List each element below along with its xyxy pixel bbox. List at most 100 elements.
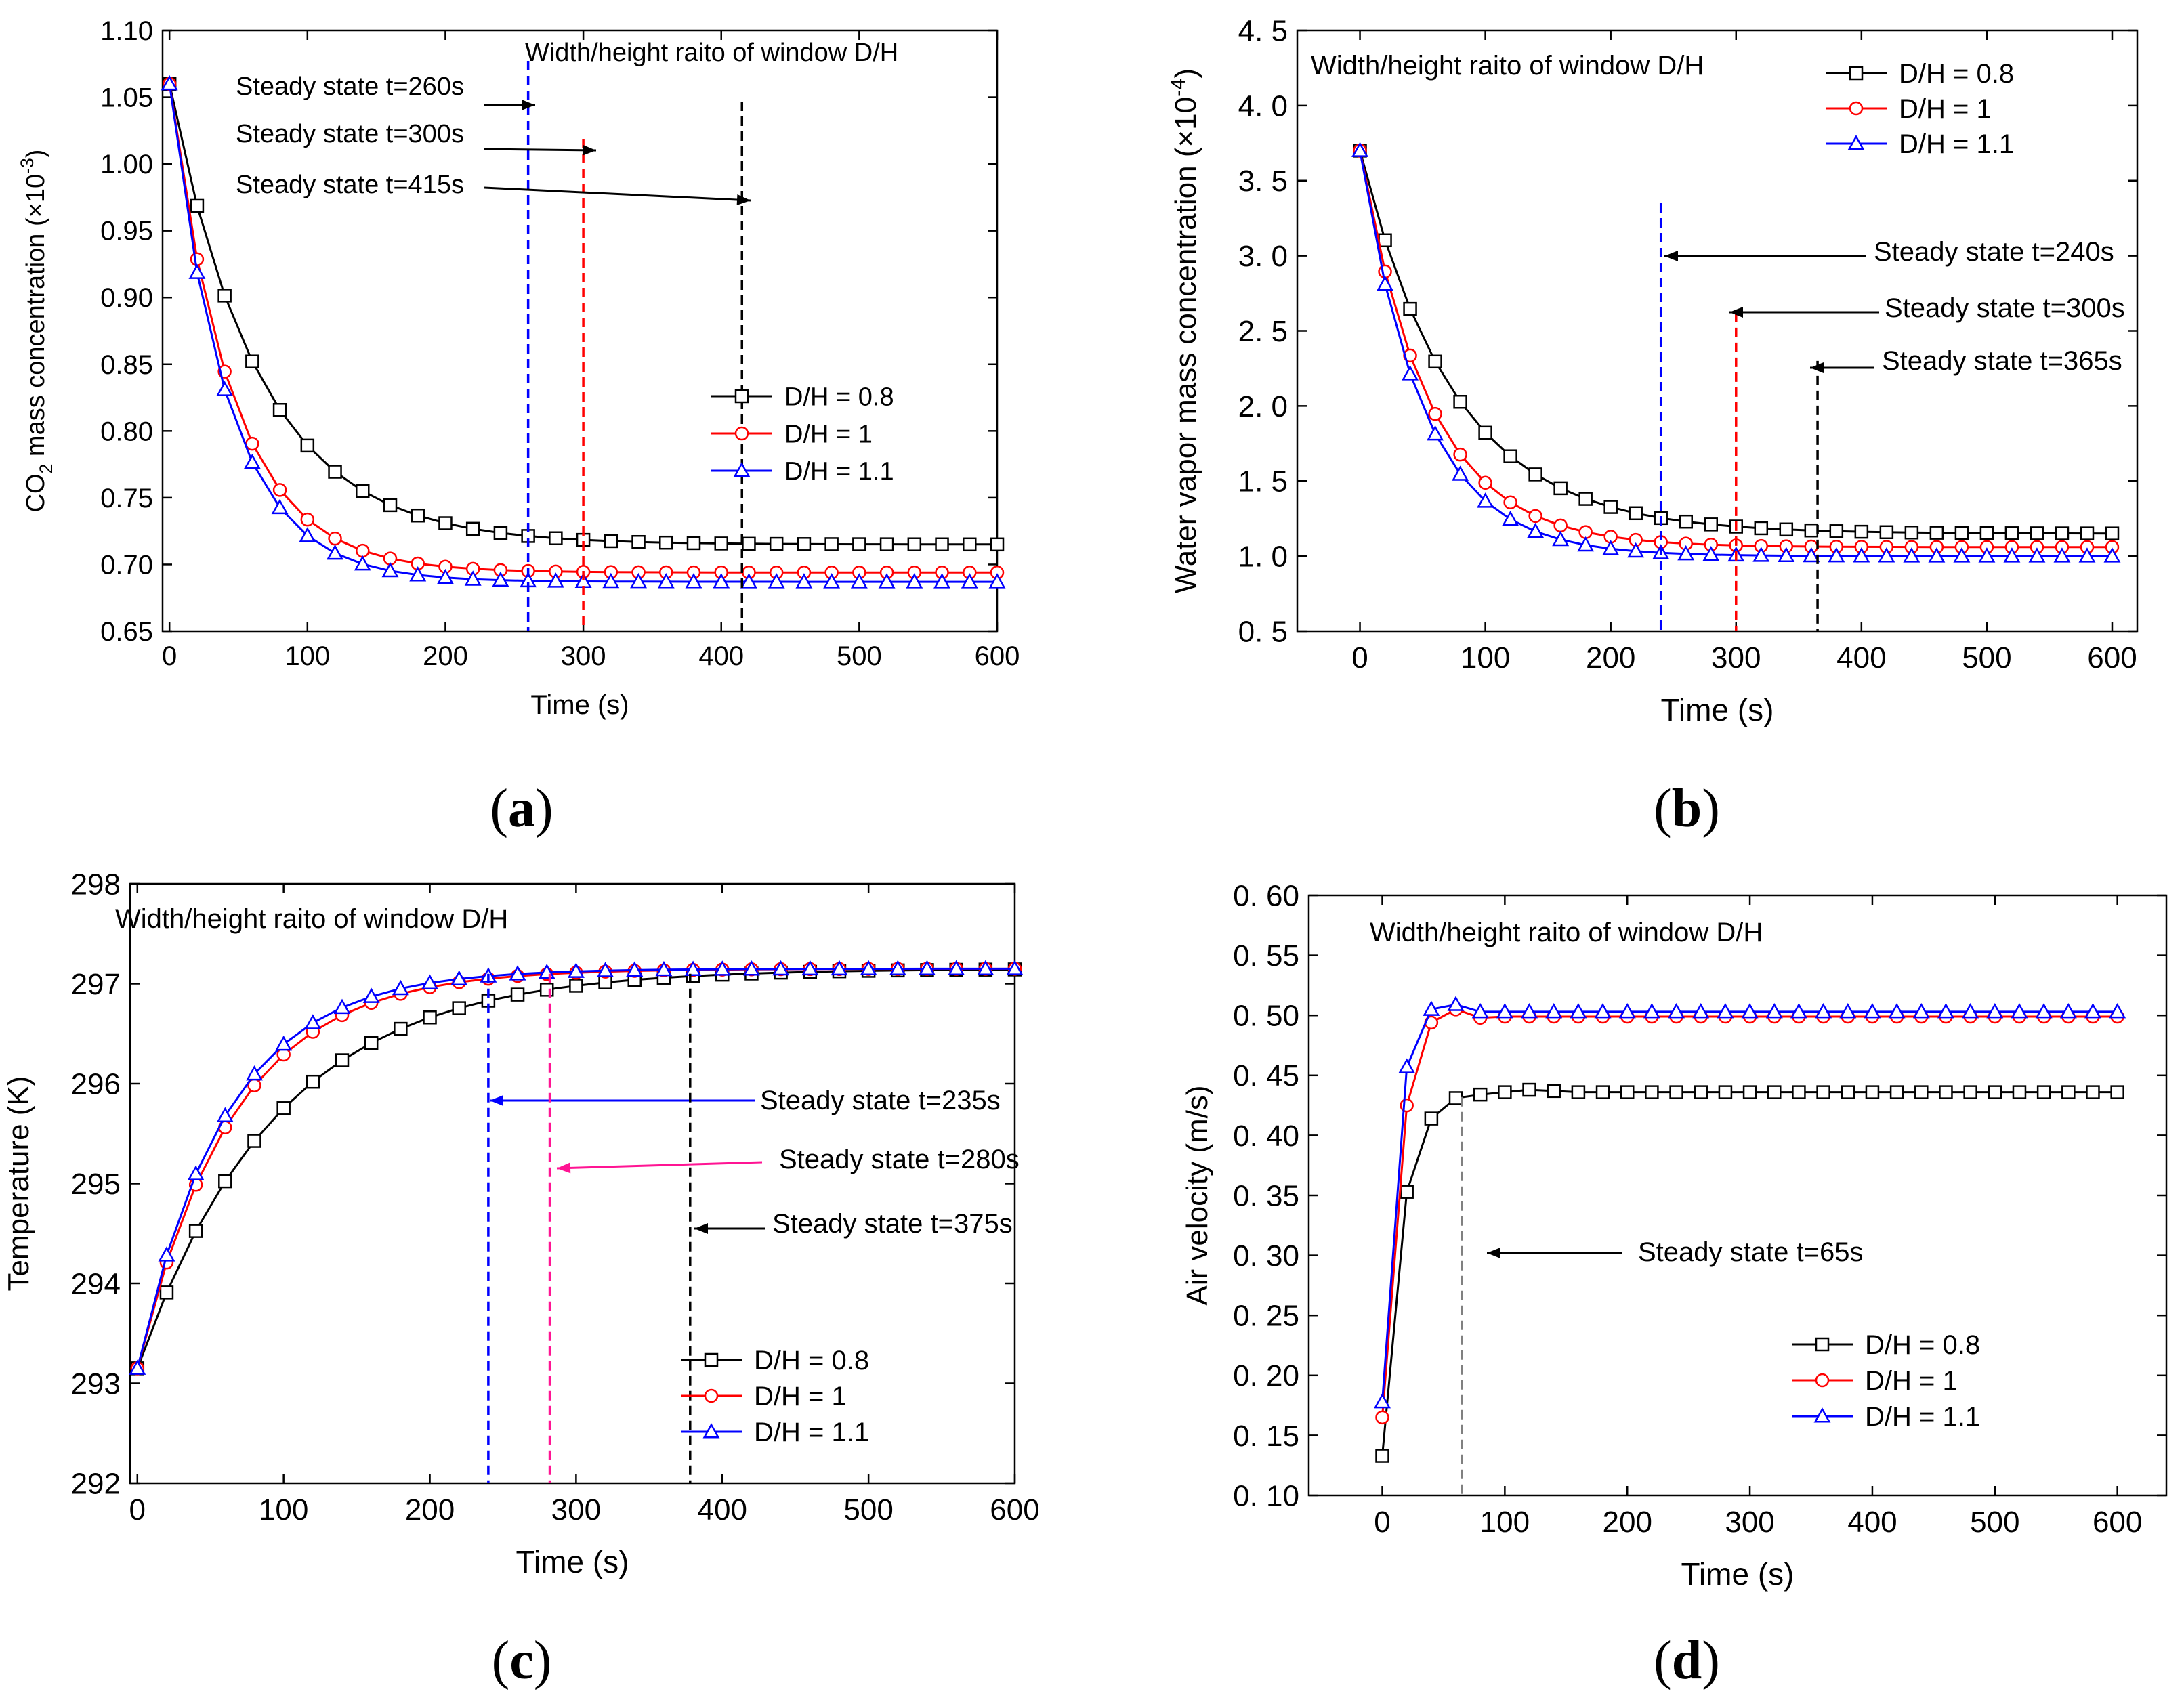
data-point-28	[2055, 526, 2070, 540]
data-point-7	[356, 543, 370, 558]
data-point-21	[1889, 1085, 1904, 1099]
arrow-head	[582, 144, 596, 156]
data-point-4	[272, 403, 287, 417]
legend: D/H = 0.8 D/H = 1 D/H = 1.1	[681, 1346, 869, 1447]
x-tick-label: 0	[162, 641, 177, 671]
data-point-10	[421, 974, 439, 989]
data-point-16	[602, 572, 620, 589]
arrow-head	[1487, 1248, 1500, 1258]
series-d-h-1	[1375, 1002, 2124, 1425]
y-tick-label: 0.75	[100, 484, 153, 513]
series-d-h-0-8	[1375, 1082, 2124, 1463]
data-point-30	[2110, 1085, 2124, 1099]
data-point-23	[1928, 547, 1946, 563]
data-point-11	[1629, 506, 1643, 521]
data-point-10	[1620, 1085, 1635, 1099]
data-point-7	[333, 998, 351, 1015]
data-point-14	[1704, 517, 1718, 532]
data-point-16	[1752, 547, 1770, 562]
data-point-25	[1978, 547, 1996, 563]
x-tick-label: 300	[1711, 641, 1761, 675]
data-point-5	[1478, 425, 1492, 440]
data-point-26	[2012, 1085, 2027, 1099]
data-point-20	[1864, 1002, 1881, 1019]
data-point-9	[1595, 1085, 1610, 1099]
data-point-15	[567, 962, 585, 978]
x-tick-label: 200	[1603, 1506, 1652, 1539]
data-point-4	[271, 498, 289, 515]
data-point-21	[1878, 547, 1895, 563]
data-point-8	[1571, 1085, 1586, 1099]
data-point-3	[218, 1174, 232, 1189]
data-point-17	[1779, 522, 1794, 537]
data-point-21	[740, 573, 757, 589]
data-point-27	[2030, 526, 2044, 540]
x-tick-label: 400	[1836, 641, 1886, 675]
y-tick-label: 0. 60	[1233, 879, 1299, 912]
y-tick-label: 1.10	[100, 16, 153, 46]
x-tick-label: 100	[1480, 1506, 1530, 1539]
data-point-1	[1398, 1058, 1416, 1073]
x-tick-label: 200	[405, 1493, 455, 1527]
data-point-14	[547, 572, 564, 588]
legend-label: D/H = 1.1	[754, 1418, 869, 1447]
data-point-19	[1839, 1002, 1857, 1019]
legend-label: D/H = 0.8	[754, 1346, 869, 1376]
data-point-11	[1645, 1085, 1659, 1099]
data-point-10	[438, 516, 453, 530]
y-tick-label: 2. 0	[1238, 390, 1288, 423]
data-point-19	[684, 960, 702, 976]
legend-label: D/H = 1	[1899, 94, 1992, 124]
data-point-11	[465, 521, 480, 536]
arrow-shaft	[484, 148, 597, 152]
y-tick-label: 0. 10	[1233, 1479, 1299, 1512]
data-point-18	[657, 573, 675, 589]
data-point-25	[1988, 1085, 2002, 1099]
x-tick-label: 100	[285, 641, 330, 671]
series-d-h-1-1	[1374, 996, 2126, 1409]
x-axis-label: Time (s)	[1661, 692, 1774, 727]
data-point-7	[1545, 1002, 1563, 1019]
panel-c-label: (c)	[492, 1631, 552, 1690]
data-point-16	[604, 534, 618, 549]
steady-state-label: Steady state t=300s	[236, 120, 464, 148]
panel-a-chart: 0 100 200 300 400 500 600 0.65 0.70 0.75 0.80 0.85 0…	[17, 16, 1020, 720]
y-tick-label: 4. 5	[1238, 14, 1288, 47]
data-point-19	[685, 573, 702, 589]
data-point-0	[1351, 142, 1369, 157]
data-point-30	[2109, 1002, 2126, 1019]
data-point-6	[1522, 1082, 1536, 1097]
data-point-legend	[734, 389, 749, 404]
data-point-8	[362, 987, 380, 1003]
data-point-2	[1402, 365, 1419, 381]
data-point-5	[1478, 475, 1492, 490]
data-point-30	[988, 573, 1006, 589]
data-point-8	[383, 498, 398, 513]
data-point-10	[423, 1010, 437, 1025]
data-point-2	[216, 381, 234, 396]
data-point-30	[2103, 547, 2121, 563]
arrow-shaft	[556, 1161, 763, 1170]
annotation-title: Width/height raito of window D/H	[1311, 51, 1704, 81]
data-point-2	[1423, 1000, 1440, 1016]
data-point-14	[539, 983, 554, 997]
data-point-2	[217, 289, 232, 303]
data-point-10	[1602, 540, 1620, 555]
data-point-5	[276, 1101, 291, 1115]
data-point-18	[1816, 1085, 1830, 1099]
data-point-13	[1692, 1002, 1710, 1019]
panel-b-chart: 0 100 200 300 400 500 600 0. 5 1. 0 1. 5 2. 0 2. 5 3…	[1166, 14, 2139, 727]
data-point-0	[1375, 1410, 1389, 1425]
data-point-legend	[1849, 66, 1864, 81]
panel-d-chart: 0 100 200 300 400 500 600 0. 10 0. 15 0. 20 0. 25 0…	[1181, 879, 2168, 1592]
data-point-29	[961, 573, 978, 589]
data-point-28	[2053, 547, 2071, 563]
data-point-13	[1694, 1085, 1708, 1099]
x-tick-label: 300	[561, 641, 606, 671]
data-point-23	[1937, 1002, 1954, 1019]
y-tick-label: 0. 30	[1233, 1239, 1299, 1273]
data-point-15	[1742, 1085, 1757, 1099]
legend-label: D/H = 1	[754, 1382, 847, 1411]
data-point-5	[299, 527, 316, 542]
data-point-legend	[733, 462, 751, 477]
